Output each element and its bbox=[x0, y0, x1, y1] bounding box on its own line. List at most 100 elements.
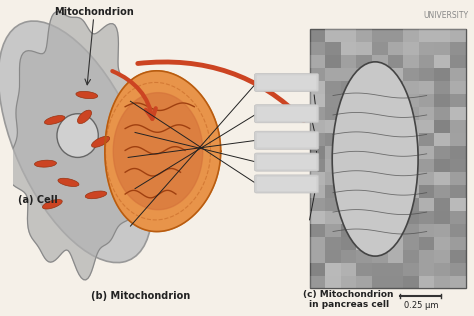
Bar bbox=[403, 107, 419, 120]
Bar bbox=[372, 120, 388, 133]
Bar bbox=[450, 185, 466, 198]
Bar bbox=[435, 42, 450, 55]
FancyBboxPatch shape bbox=[257, 75, 317, 90]
Bar bbox=[341, 172, 356, 185]
Bar bbox=[419, 55, 435, 68]
Bar bbox=[388, 94, 403, 107]
Bar bbox=[356, 42, 372, 55]
Polygon shape bbox=[6, 12, 143, 280]
Ellipse shape bbox=[57, 114, 98, 157]
Text: (a) Cell: (a) Cell bbox=[18, 195, 58, 205]
Bar bbox=[419, 159, 435, 172]
Bar bbox=[388, 237, 403, 250]
Bar bbox=[419, 133, 435, 146]
Bar bbox=[419, 263, 435, 276]
Bar bbox=[450, 211, 466, 224]
Bar bbox=[356, 211, 372, 224]
Bar bbox=[356, 159, 372, 172]
Bar bbox=[372, 198, 388, 211]
Bar bbox=[403, 120, 419, 133]
Bar bbox=[419, 276, 435, 289]
Bar bbox=[403, 146, 419, 159]
Bar bbox=[341, 68, 356, 81]
Bar bbox=[310, 29, 466, 289]
Bar bbox=[435, 133, 450, 146]
Bar bbox=[450, 55, 466, 68]
Bar bbox=[325, 237, 341, 250]
Bar bbox=[419, 198, 435, 211]
Bar bbox=[403, 263, 419, 276]
Bar bbox=[372, 146, 388, 159]
Bar bbox=[310, 68, 325, 81]
Bar bbox=[435, 159, 450, 172]
Bar bbox=[435, 263, 450, 276]
Bar bbox=[388, 211, 403, 224]
Bar bbox=[356, 94, 372, 107]
Bar bbox=[325, 198, 341, 211]
Bar bbox=[403, 237, 419, 250]
Bar bbox=[450, 237, 466, 250]
Bar bbox=[388, 224, 403, 237]
Bar bbox=[372, 29, 388, 42]
Bar bbox=[403, 198, 419, 211]
Bar bbox=[435, 237, 450, 250]
Bar bbox=[356, 224, 372, 237]
Bar bbox=[372, 107, 388, 120]
Bar bbox=[435, 198, 450, 211]
Bar bbox=[356, 172, 372, 185]
Bar bbox=[325, 120, 341, 133]
Bar bbox=[310, 224, 325, 237]
Bar bbox=[341, 120, 356, 133]
Bar bbox=[372, 94, 388, 107]
Bar bbox=[388, 250, 403, 263]
Bar bbox=[419, 107, 435, 120]
Bar bbox=[419, 81, 435, 94]
Bar bbox=[372, 185, 388, 198]
Bar bbox=[435, 68, 450, 81]
Bar bbox=[341, 146, 356, 159]
Polygon shape bbox=[105, 71, 221, 232]
Bar bbox=[419, 172, 435, 185]
Bar bbox=[435, 185, 450, 198]
Ellipse shape bbox=[0, 21, 152, 263]
Bar bbox=[310, 159, 325, 172]
Bar bbox=[450, 146, 466, 159]
Ellipse shape bbox=[76, 91, 98, 99]
Bar bbox=[403, 42, 419, 55]
Bar bbox=[341, 211, 356, 224]
Bar bbox=[388, 81, 403, 94]
Bar bbox=[325, 94, 341, 107]
Bar bbox=[435, 107, 450, 120]
Bar bbox=[372, 263, 388, 276]
Bar bbox=[419, 224, 435, 237]
Bar bbox=[341, 133, 356, 146]
Bar bbox=[388, 172, 403, 185]
Bar bbox=[310, 172, 325, 185]
Bar bbox=[435, 276, 450, 289]
Bar bbox=[372, 172, 388, 185]
Bar bbox=[419, 42, 435, 55]
Bar bbox=[356, 81, 372, 94]
Bar bbox=[388, 68, 403, 81]
Ellipse shape bbox=[77, 110, 91, 124]
Bar bbox=[419, 68, 435, 81]
Bar bbox=[341, 42, 356, 55]
Text: (c) Mitochondrion
in pancreas cell: (c) Mitochondrion in pancreas cell bbox=[303, 290, 394, 309]
Bar bbox=[356, 185, 372, 198]
Bar bbox=[450, 133, 466, 146]
FancyBboxPatch shape bbox=[257, 177, 317, 191]
Bar bbox=[356, 120, 372, 133]
Bar bbox=[372, 133, 388, 146]
Bar bbox=[388, 107, 403, 120]
Bar bbox=[450, 107, 466, 120]
Bar bbox=[325, 146, 341, 159]
Bar bbox=[435, 94, 450, 107]
Bar bbox=[310, 146, 325, 159]
Bar bbox=[372, 237, 388, 250]
Bar bbox=[388, 159, 403, 172]
Bar bbox=[403, 250, 419, 263]
Bar bbox=[325, 185, 341, 198]
Polygon shape bbox=[113, 93, 203, 210]
Bar bbox=[435, 120, 450, 133]
Bar bbox=[419, 146, 435, 159]
